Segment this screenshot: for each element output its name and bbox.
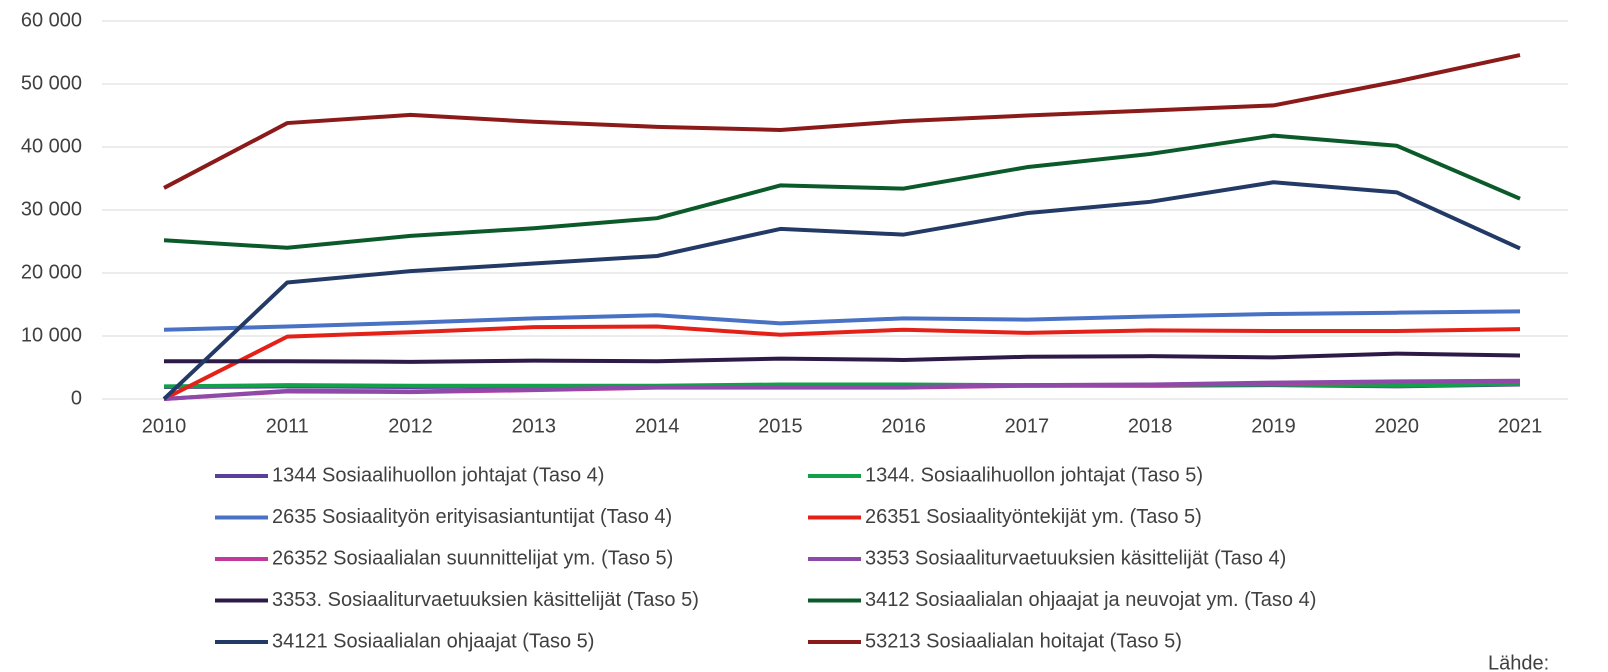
legend-label: 26351 Sosiaalityöntekijät ym. (Taso 5) bbox=[865, 506, 1202, 528]
series-line bbox=[164, 351, 1521, 364]
legend-label: 53213 Sosiaalialan hoitajat (Taso 5) bbox=[865, 630, 1182, 652]
series-line bbox=[163, 53, 1521, 190]
series-line bbox=[163, 133, 1521, 250]
y-tick-label: 60 000 bbox=[21, 9, 82, 31]
legend-label: 3353. Sosiaaliturvaetuuksien käsittelijä… bbox=[272, 589, 699, 611]
y-tick-label: 10 000 bbox=[21, 324, 82, 346]
x-tick-label: 2018 bbox=[1128, 415, 1173, 437]
x-tick-label: 2019 bbox=[1251, 415, 1296, 437]
legend-label: 26352 Sosiaalialan suunnittelijat ym. (T… bbox=[272, 547, 673, 569]
x-tick-label: 2013 bbox=[512, 415, 557, 437]
legend-label: 1344. Sosiaalihuollon johtajat (Taso 5) bbox=[865, 464, 1203, 486]
x-tick-label: 2010 bbox=[142, 415, 187, 437]
x-tick-label: 2012 bbox=[388, 415, 433, 437]
y-tick-label: 50 000 bbox=[21, 72, 82, 94]
series-line bbox=[163, 324, 1521, 401]
legend-label: 2635 Sosiaalityön erityisasiantuntijat (… bbox=[272, 506, 672, 528]
y-tick-label: 40 000 bbox=[21, 135, 82, 157]
x-tick-label: 2014 bbox=[635, 415, 680, 437]
x-tick-label: 2021 bbox=[1498, 415, 1543, 437]
legend-label: 1344 Sosiaalihuollon johtajat (Taso 4) bbox=[272, 464, 604, 486]
x-tick-label: 2017 bbox=[1005, 415, 1050, 437]
x-tick-label: 2020 bbox=[1374, 415, 1419, 437]
x-tick-label: 2011 bbox=[266, 415, 309, 437]
y-tick-label: 0 bbox=[71, 387, 82, 409]
series-line bbox=[163, 309, 1521, 332]
x-tick-label: 2016 bbox=[881, 415, 926, 437]
series-line bbox=[163, 378, 1521, 401]
y-tick-label: 20 000 bbox=[21, 261, 82, 283]
legend-label: 34121 Sosiaalialan ohjaajat (Taso 5) bbox=[272, 630, 594, 652]
source-label: Lähde: bbox=[1488, 652, 1549, 672]
x-tick-label: 2015 bbox=[758, 415, 803, 437]
series-line bbox=[162, 180, 1521, 401]
legend-label: 3353 Sosiaaliturvaetuuksien käsittelijät… bbox=[865, 547, 1286, 569]
legend-label: 3412 Sosiaalialan ohjaajat ja neuvojat y… bbox=[865, 589, 1316, 611]
y-tick-label: 30 000 bbox=[21, 198, 82, 220]
